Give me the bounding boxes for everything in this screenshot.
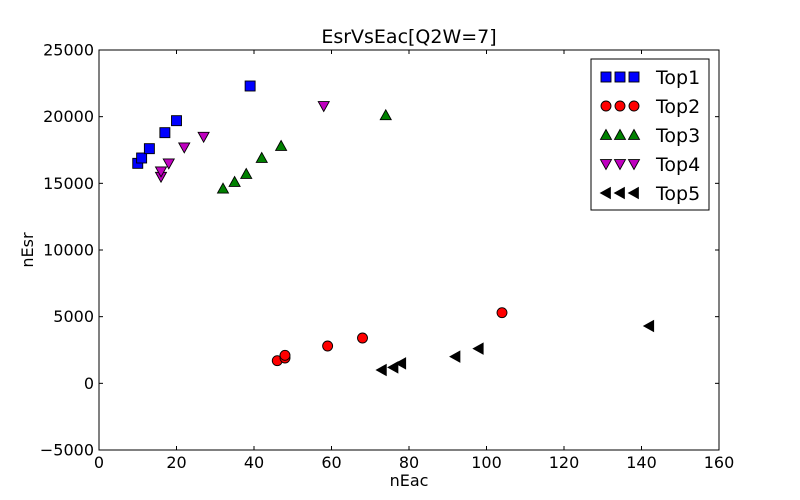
legend-label: Top5 [655, 183, 700, 205]
y-tick-label: 15000 [43, 174, 94, 193]
legend-marker-top1 [600, 71, 612, 83]
legend-marker-top2 [628, 100, 640, 112]
chart-title: EsrVsEac[Q2W=7] [321, 26, 496, 48]
plot-frame [98, 49, 720, 451]
legend-marker-top5 [599, 186, 611, 200]
legend-marker-top3 [613, 128, 627, 140]
y-tick-label: 20000 [43, 107, 94, 126]
x-tick-label: 140 [626, 453, 657, 472]
point-top1 [136, 152, 148, 164]
x-tick-label: 20 [166, 453, 186, 472]
point-top3 [228, 175, 241, 187]
legend-label: Top3 [655, 125, 700, 147]
x-tick-label: 60 [321, 453, 341, 472]
y-tick-label: 10000 [43, 241, 94, 260]
tick-labels: 0 20 40 60 80 100 120 140 160−500005000100001500… [40, 41, 734, 473]
legend-label: Top4 [655, 154, 700, 176]
x-tick-label: 40 [244, 453, 264, 472]
legend-box [590, 58, 710, 211]
legend-label: Top1 [655, 67, 700, 89]
point-top3 [274, 139, 288, 151]
y-tick-label: 5000 [53, 307, 94, 326]
legend-marker-top2 [600, 100, 612, 112]
point-top1 [159, 127, 171, 139]
x-tick-label: 120 [549, 453, 580, 472]
x-tick-label: 80 [399, 453, 419, 472]
x-tick-label: 0 [94, 453, 104, 472]
point-top4 [317, 101, 331, 113]
legend-marker-top5 [627, 186, 639, 200]
point-top3 [379, 108, 393, 121]
point-top4 [154, 166, 168, 178]
y-tick-label: 0 [84, 374, 94, 393]
point-top5 [394, 357, 407, 370]
legend-marker-top1 [614, 71, 626, 83]
x-tick-label: 100 [471, 453, 502, 472]
point-top3 [216, 182, 230, 194]
point-top2 [279, 349, 291, 361]
point-top3 [255, 151, 269, 163]
legend-marker-top2 [614, 100, 626, 112]
legend-label: Top2 [655, 96, 700, 118]
y-tick-label: 25000 [43, 41, 94, 60]
point-top5 [642, 319, 655, 333]
legend-marker-top4 [627, 159, 641, 171]
legend-marker-top1 [628, 71, 640, 83]
point-top3 [239, 167, 253, 179]
point-top1 [171, 115, 182, 127]
point-top5 [472, 342, 484, 355]
legend-marker-top5 [613, 186, 625, 200]
point-top5 [387, 361, 399, 374]
legend: Top1 Top2 Top3 Top4 Top5 [590, 58, 710, 211]
legend-marker-top4 [613, 159, 627, 171]
point-top1 [244, 80, 256, 92]
plot-area [132, 80, 655, 377]
legend-marker-top4 [599, 159, 613, 171]
point-top2 [496, 307, 508, 319]
point-top5 [449, 350, 461, 363]
point-top1 [143, 143, 155, 155]
point-top4 [197, 131, 210, 144]
point-top2 [357, 332, 368, 344]
x-axis-label: nEac [390, 471, 429, 490]
point-top2 [322, 340, 334, 352]
legend-marker-top3 [627, 128, 641, 140]
y-tick-label: −5000 [40, 441, 94, 460]
point-top4 [177, 142, 191, 154]
point-top5 [375, 363, 387, 377]
point-top4 [162, 158, 176, 170]
y-axis-label: nEsr [18, 232, 37, 268]
x-tick-label: 160 [704, 453, 735, 472]
legend-marker-top3 [599, 128, 613, 140]
